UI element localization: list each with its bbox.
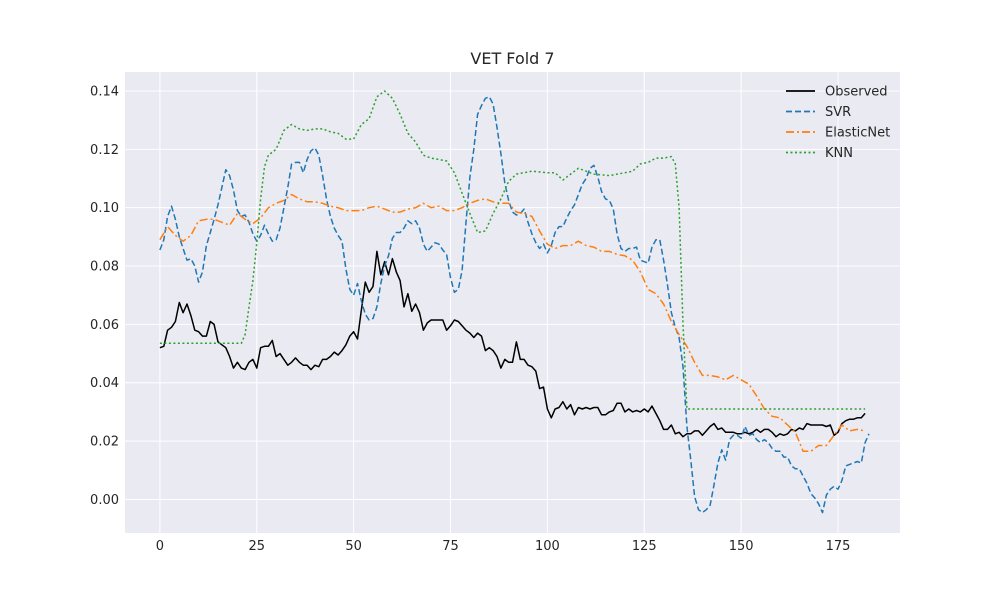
x-tick-label: 25 xyxy=(248,539,265,554)
y-tick-label: 0.10 xyxy=(90,201,119,216)
x-tick-label: 125 xyxy=(632,539,657,554)
y-tick-label: 0.02 xyxy=(90,435,119,450)
y-tick-label: 0.00 xyxy=(90,493,119,508)
y-tick-label: 0.08 xyxy=(90,260,119,275)
x-tick-label: 50 xyxy=(345,539,362,554)
legend-label-observed: Observed xyxy=(825,85,888,100)
legend-label-svr: SVR xyxy=(825,105,851,120)
x-tick-label: 0 xyxy=(156,539,164,554)
x-tick-label: 150 xyxy=(729,539,754,554)
x-tick-label: 75 xyxy=(442,539,459,554)
y-tick-label: 0.06 xyxy=(90,318,119,333)
plot-background xyxy=(125,72,900,533)
legend-label-elasticnet: ElasticNet xyxy=(825,126,890,141)
chart-title: VET Fold 7 xyxy=(470,49,554,68)
legend: Observed SVR ElasticNet KNN xyxy=(786,85,890,161)
y-tick-label: 0.14 xyxy=(90,84,119,99)
y-tick-label: 0.04 xyxy=(90,376,119,391)
tick-labels: 0 25 50 75 100 125 150 175 0.00 0.02 0.04 0.06 0.08 0… xyxy=(90,84,850,554)
series-line-observed xyxy=(159,250,866,438)
series-line-svr xyxy=(159,96,870,514)
series-line-elasticnet xyxy=(159,193,866,453)
legend-label-knn: KNN xyxy=(825,146,853,161)
y-tick-label: 0.12 xyxy=(90,143,119,158)
x-tick-label: 100 xyxy=(535,539,560,554)
series-layer xyxy=(159,90,870,514)
x-tick-label: 175 xyxy=(826,539,851,554)
series-line-knn xyxy=(159,90,866,410)
